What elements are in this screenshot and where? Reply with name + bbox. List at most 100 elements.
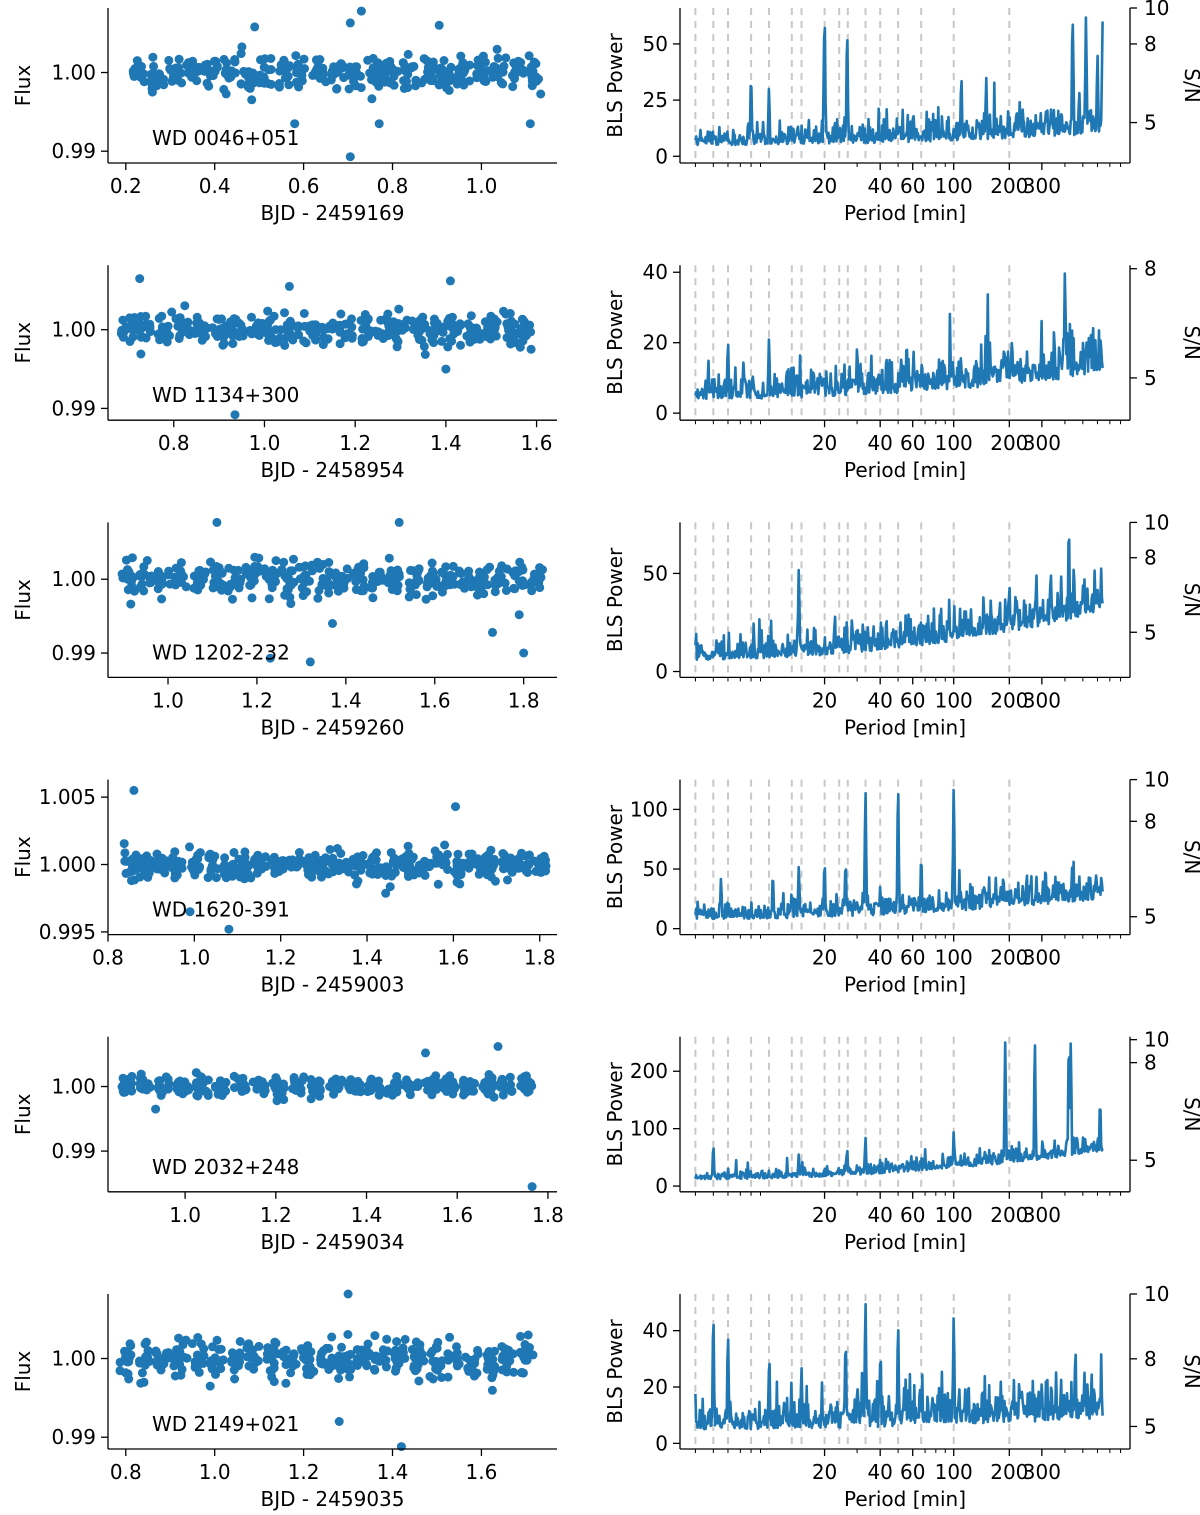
data-point <box>128 332 138 342</box>
x-tick-label: 100 <box>935 1203 973 1227</box>
data-point <box>246 327 256 337</box>
data-point <box>171 563 181 573</box>
data-point <box>252 855 262 865</box>
data-point <box>423 573 433 583</box>
data-point <box>353 1076 363 1086</box>
light-curve-panel: 1.0 1.2 1.4 1.6 1.8 0.99 1.00 BJD - 2459034 Flux… <box>11 1036 564 1254</box>
target-name-label: WD 2149+021 <box>152 1412 299 1436</box>
data-point <box>260 564 270 574</box>
data-point <box>472 577 482 587</box>
data-point <box>456 51 466 61</box>
data-point <box>412 318 422 328</box>
x-tick-label: 300 <box>1023 1203 1061 1227</box>
data-point <box>305 657 315 667</box>
data-point <box>169 71 179 80</box>
data-point <box>328 318 338 328</box>
data-point <box>505 1072 515 1082</box>
data-point <box>239 854 249 864</box>
data-point <box>278 1350 288 1360</box>
y2-tick-label: 10 <box>1144 768 1169 792</box>
data-point <box>335 325 345 335</box>
y-tick-label: 100 <box>630 797 668 821</box>
data-point <box>227 1357 237 1367</box>
data-point <box>403 69 413 79</box>
data-point <box>347 322 357 332</box>
data-point <box>142 1085 152 1095</box>
data-point <box>347 314 356 324</box>
data-point <box>516 1331 525 1341</box>
x-tick-label: 0.6 <box>288 174 320 198</box>
data-point <box>302 862 312 871</box>
data-point <box>344 64 354 74</box>
data-point <box>422 582 432 592</box>
data-point <box>432 852 442 862</box>
data-point <box>122 574 132 584</box>
data-point <box>360 1349 370 1359</box>
data-point <box>212 1335 222 1345</box>
data-point <box>527 1182 537 1192</box>
data-point <box>154 69 164 79</box>
data-point <box>208 71 218 81</box>
data-point <box>126 1341 136 1351</box>
data-point <box>193 1361 203 1371</box>
data-point <box>311 335 321 345</box>
data-point <box>280 590 290 600</box>
light-curve-panel: 0.8 1.0 1.2 1.4 1.6 0.99 1.00 BJD - 2458954 Flux… <box>11 265 557 482</box>
data-point <box>136 1080 146 1090</box>
data-point <box>171 1351 181 1361</box>
x-tick-label: 1.2 <box>288 1460 320 1484</box>
scatter-points <box>117 517 547 667</box>
data-point <box>420 350 430 359</box>
x-tick-label: 40 <box>867 431 892 455</box>
data-point <box>383 863 393 873</box>
data-point <box>229 1071 239 1081</box>
data-point <box>174 1077 183 1087</box>
data-point <box>127 854 137 864</box>
y2-tick-label: 10 <box>1144 0 1169 20</box>
data-point <box>437 587 447 597</box>
data-point <box>136 72 146 82</box>
data-point <box>162 1350 172 1360</box>
data-point <box>205 1381 215 1391</box>
scatter-points <box>117 1042 537 1192</box>
data-point <box>151 1104 161 1114</box>
data-point <box>428 1356 438 1366</box>
data-point <box>267 1354 277 1364</box>
data-point <box>177 863 187 873</box>
data-point <box>157 573 167 583</box>
data-point <box>294 330 304 340</box>
data-point <box>236 49 246 59</box>
data-point <box>400 61 410 71</box>
data-point <box>359 563 369 573</box>
data-point <box>354 858 364 868</box>
data-point <box>195 848 205 858</box>
y-tick-label: 0 <box>655 401 668 425</box>
y2-tick-label: 5 <box>1144 1148 1157 1172</box>
x-tick-label: 20 <box>812 688 837 712</box>
data-point <box>488 857 498 867</box>
x-axis-label: Period [min] <box>844 715 966 739</box>
data-point <box>149 61 159 71</box>
y2-tick-label: 8 <box>1144 809 1157 833</box>
data-point <box>229 314 239 324</box>
data-point <box>299 1072 309 1082</box>
light-curve-panel: 1.0 1.2 1.4 1.6 1.8 0.99 1.00 BJD - 2459260 Flux… <box>11 517 557 739</box>
data-point <box>386 62 396 71</box>
data-point <box>510 584 520 594</box>
x-tick-label: 100 <box>935 1460 973 1484</box>
y-tick-label: 0.99 <box>51 1139 96 1163</box>
periodogram-line <box>694 1041 1104 1181</box>
data-point <box>334 1417 344 1426</box>
data-point <box>456 340 465 350</box>
data-point <box>491 581 501 591</box>
data-point <box>139 562 149 572</box>
data-point <box>377 329 387 339</box>
data-point <box>466 311 476 321</box>
data-point <box>444 315 454 324</box>
data-point <box>121 1368 131 1378</box>
data-point <box>324 1365 334 1374</box>
data-point <box>157 594 167 604</box>
data-point <box>168 860 178 870</box>
data-point <box>291 1085 301 1095</box>
